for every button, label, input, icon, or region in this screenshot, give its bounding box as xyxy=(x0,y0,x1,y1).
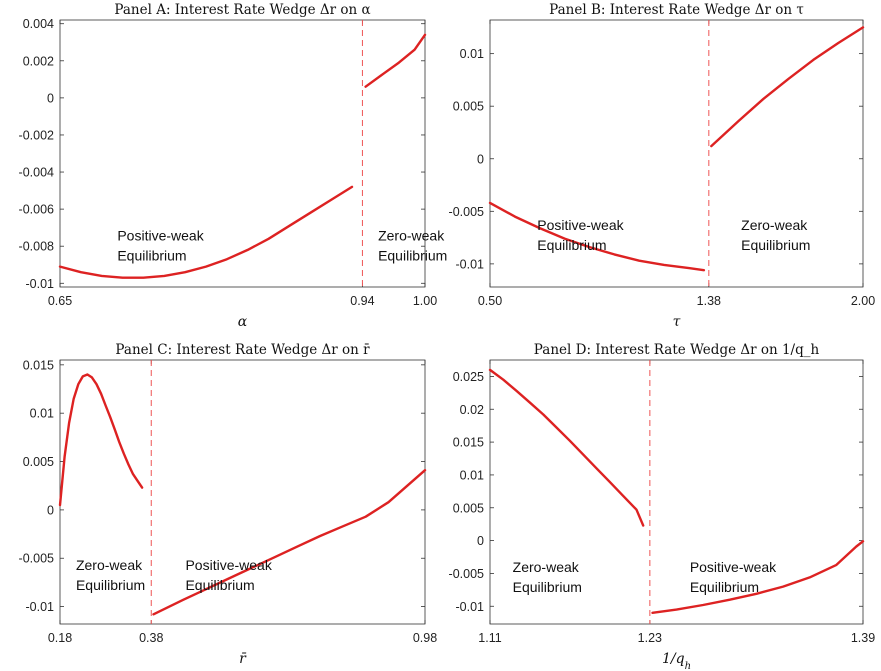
panel-a-annotation-2-line-2: Equilibrium xyxy=(378,248,447,264)
panel-b-xlabel: τ xyxy=(673,314,681,330)
panel-c-series-2-line xyxy=(152,469,427,616)
panel-b-xtick-label: 1.38 xyxy=(697,294,721,308)
panel-a-annotation-1-line-2: Equilibrium xyxy=(117,248,186,264)
panel-c-xlabel: r̄ xyxy=(239,651,247,667)
panel-d-annotation-2-line-2: Equilibrium xyxy=(690,579,759,595)
panel-a-series-2-line xyxy=(364,33,427,88)
panel-a-ytick-label: 0 xyxy=(47,91,54,105)
panel-a-ytick-label: -0.006 xyxy=(19,203,54,217)
panel-d-annotation-1-line-1: Zero-weak xyxy=(513,559,580,575)
panel-b-xtick-label: 0.50 xyxy=(478,294,502,308)
panel-a-title: Panel A: Interest Rate Wedge Δr on α xyxy=(114,2,370,18)
panel-c-ytick-label: 0.015 xyxy=(23,358,54,372)
panel-b-annotation-1-line-2: Equilibrium xyxy=(537,237,606,253)
panel-d-ytick-label: 0.025 xyxy=(453,370,484,384)
panel-a-xtick-label: 1.00 xyxy=(413,294,437,308)
panel-b-xtick-label: 2.00 xyxy=(851,294,875,308)
panel-c-ytick-label: 0.005 xyxy=(23,455,54,469)
panel-c-ytick-label: 0.01 xyxy=(30,407,54,421)
panel-d-ytick-label: 0.01 xyxy=(460,468,484,482)
panel-d-ytick-label: -0.01 xyxy=(456,600,485,614)
panel-a-ytick-label: 0.002 xyxy=(23,54,54,68)
panel-a-ytick-label: -0.01 xyxy=(26,277,55,291)
panel-c-xtick-label: 0.18 xyxy=(48,631,72,645)
panel-c: -0.01 -0.005 0 0.005 0.01 0.015 0.18 0.38 0.98 Pa… xyxy=(19,342,438,667)
panel-b-axes-box xyxy=(489,19,864,288)
panel-c-annotation-1-line-2: Equilibrium xyxy=(76,577,145,593)
panel-d-xtick-label: 1.11 xyxy=(478,631,501,645)
panel-a: -0.01 -0.008 -0.006 -0.004 -0.002 0 0.002 0.004… xyxy=(19,2,448,330)
panel-d-series-2-line xyxy=(651,540,865,614)
panel-c-annotation-2-line-1: Positive-weak xyxy=(185,557,272,573)
panel-c-xtick-label: 0.98 xyxy=(413,631,437,645)
panel-d: -0.01 -0.005 0 0.005 0.01 0.015 0.02 0.025 1.11 1… xyxy=(449,342,876,671)
panel-c-annotation-2-line-2: Equilibrium xyxy=(185,577,254,593)
panel-a-ytick-label: 0.004 xyxy=(23,17,54,31)
panel-b-ytick-label: 0 xyxy=(477,152,484,166)
panel-c-title: Panel C: Interest Rate Wedge Δr on r̄ xyxy=(115,342,370,358)
panel-b-ytick-label: -0.005 xyxy=(449,205,484,219)
panel-b-ytick-label: 0.01 xyxy=(460,47,484,61)
panel-c-ytick-label: 0 xyxy=(47,503,54,517)
panel-d-xtick-label: 1.39 xyxy=(851,631,875,645)
panel-b-ytick-label: 0.005 xyxy=(453,100,484,114)
panel-a-annotation-2-line-1: Zero-weak xyxy=(378,228,445,244)
panel-c-annotation-1-line-1: Zero-weak xyxy=(76,557,143,573)
panel-c-ytick-label: -0.005 xyxy=(19,552,54,566)
panel-b-ytick-label: -0.01 xyxy=(456,257,485,271)
panel-a-xlabel: α xyxy=(238,314,248,330)
panel-d-ytick-label: 0.015 xyxy=(453,436,484,450)
panel-d-series-1-line xyxy=(488,368,645,527)
panel-d-ytick-label: 0.02 xyxy=(460,403,484,417)
panel-b-title: Panel B: Interest Rate Wedge Δr on τ xyxy=(549,2,804,18)
panel-a-ytick-label: -0.008 xyxy=(19,240,54,254)
panel-b-series-2-line xyxy=(710,26,865,148)
panel-d-ytick-label: 0.005 xyxy=(453,501,484,515)
panel-b-annotation-1-line-1: Positive-weak xyxy=(537,217,624,233)
panel-d-ytick-label: 0 xyxy=(477,534,484,548)
panel-d-annotation-1-line-2: Equilibrium xyxy=(513,579,582,595)
panel-d-annotation-2-line-1: Positive-weak xyxy=(690,559,777,575)
panel-c-xtick-label: 0.38 xyxy=(139,631,163,645)
panel-a-ytick-label: -0.004 xyxy=(19,166,54,180)
panel-a-series-1-line xyxy=(58,185,354,279)
panel-d-xlabel: 1/qh xyxy=(662,651,691,671)
panel-d-xtick-label: 1.23 xyxy=(638,631,662,645)
panel-a-axes-box xyxy=(59,19,426,288)
panel-a-xtick-label: 0.94 xyxy=(350,294,374,308)
panel-d-axes-box xyxy=(489,359,864,625)
panel-b-annotation-2-line-2: Equilibrium xyxy=(741,237,810,253)
panel-c-axes-box xyxy=(59,359,426,625)
panel-b-annotation-2-line-1: Zero-weak xyxy=(741,217,808,233)
panel-c-series-1-line xyxy=(58,373,144,507)
panel-d-ytick-label: -0.005 xyxy=(449,567,484,581)
panel-b-series-1-line xyxy=(488,201,706,272)
panel-a-ytick-label: -0.002 xyxy=(19,128,54,142)
panel-b: -0.01 -0.005 0 0.005 0.01 0.50 1.38 2.00 Panel B… xyxy=(449,2,876,330)
panel-d-title: Panel D: Interest Rate Wedge Δr on 1/q_h xyxy=(534,342,820,358)
panel-a-annotation-1-line-1: Positive-weak xyxy=(117,228,204,244)
panel-a-xtick-label: 0.65 xyxy=(48,294,72,308)
panel-c-ytick-label: -0.01 xyxy=(26,600,55,614)
